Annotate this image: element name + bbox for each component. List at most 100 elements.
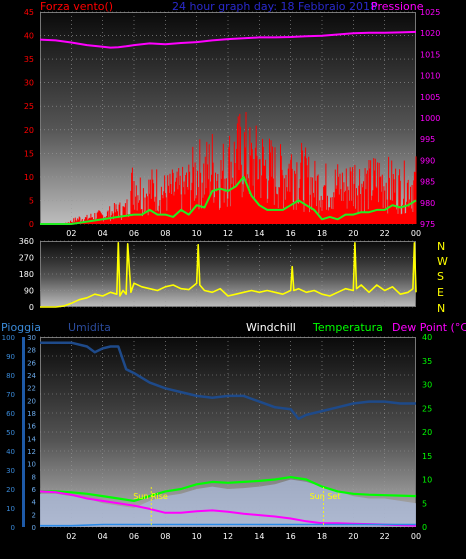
- wind-x-tick-label: 02: [66, 229, 76, 238]
- temperature-y-tick-label: 20: [422, 428, 432, 437]
- pressure-y-tick-label: 1000: [420, 114, 440, 123]
- temp-x-tick-label: 10: [192, 532, 202, 541]
- direction-y-tick-label: 360: [19, 237, 34, 246]
- wind-x-tick-label: 20: [348, 229, 358, 238]
- temperature-y-tick-label: 30: [422, 381, 432, 390]
- rain-line: [40, 523, 416, 527]
- wind-dir-label-n-bottom: N: [437, 302, 446, 315]
- rain-y-tick-label: 6: [32, 486, 37, 494]
- wind-x-tick-label: 10: [192, 229, 202, 238]
- pressure-y-tick-label: 1005: [420, 93, 440, 102]
- dewpoint-label: Dew Point (°C): [392, 321, 466, 334]
- rain-y-tick-label: 16: [27, 423, 36, 431]
- wind-y-tick-label: 10: [24, 173, 34, 182]
- humidity-y-tick-label: 80: [6, 372, 15, 380]
- wind-dir-label-e: E: [437, 286, 444, 299]
- wind-y-tick-label: 15: [24, 149, 34, 158]
- temp-x-tick-label: 12: [223, 532, 233, 541]
- direction-y-tick-label: 0: [29, 303, 34, 312]
- pressure-y-tick-label: 1015: [420, 50, 440, 59]
- wind-y-tick-label: 35: [24, 55, 34, 64]
- pressure-line: [39, 30, 417, 49]
- rain-y-tick-label: 10: [27, 461, 36, 469]
- humidity-y-tick-label: 30: [6, 467, 15, 475]
- wind-y-tick-label: 45: [24, 8, 34, 17]
- temp-x-tick-label: 16: [286, 532, 296, 541]
- wind-x-tick-label: 16: [286, 229, 296, 238]
- humidity-line: [40, 341, 416, 420]
- humidity-y-tick-label: 0: [11, 524, 15, 532]
- temp-x-tick-label: 06: [129, 532, 139, 541]
- wind-axis-label: Forza vento(): [40, 0, 114, 13]
- windchill-area: [40, 479, 416, 527]
- wind-x-tick-label: 08: [160, 229, 170, 238]
- humidity-y-tick-label: 40: [6, 448, 15, 456]
- rain-y-tick-label: 20: [27, 397, 36, 405]
- sunrise-label: Sun Rise: [133, 492, 168, 501]
- rain-y-tick-label: 18: [27, 410, 36, 418]
- temperature-y-tick-label: 40: [422, 333, 432, 342]
- temperature-y-tick-label: 0: [422, 523, 427, 532]
- rain-y-tick-label: 30: [27, 334, 36, 342]
- wind-x-tick-label: 18: [317, 229, 327, 238]
- wind-y-tick-label: 20: [24, 126, 34, 135]
- pressure-y-tick-label: 1010: [420, 72, 440, 81]
- wind-x-tick-label: 06: [129, 229, 139, 238]
- rain-y-tick-label: 4: [32, 499, 37, 507]
- humidity-y-tick-label: 100: [2, 334, 15, 342]
- temp-x-tick-label: 04: [98, 532, 108, 541]
- temp-x-tick-label: 08: [160, 532, 170, 541]
- wind-x-tick-label: 12: [223, 229, 233, 238]
- wind-y-tick-label: 5: [29, 196, 34, 205]
- rain-y-tick-label: 28: [27, 347, 36, 355]
- temperature-y-tick-label: 5: [422, 499, 427, 508]
- wind-x-tick-label: 04: [98, 229, 108, 238]
- rain-scale-bar: [22, 337, 25, 527]
- temp-x-tick-label: 00: [411, 532, 421, 541]
- rain-y-tick-label: 14: [27, 435, 36, 443]
- wind-average-line: [40, 175, 417, 225]
- wind-x-tick-label: 14: [254, 229, 264, 238]
- pressure-y-tick-label: 980: [420, 199, 435, 208]
- temperature-line: [40, 476, 417, 502]
- rain-axis-label: Pioggia: [1, 321, 41, 334]
- temperature-y-tick-label: 35: [422, 357, 432, 366]
- wind-x-tick-label: 00: [411, 229, 421, 238]
- temperature-label: Temperatura: [313, 321, 383, 334]
- direction-y-tick-label: 270: [19, 254, 34, 263]
- temp-x-tick-label: 22: [380, 532, 390, 541]
- wind-dir-label-s: S: [437, 270, 444, 283]
- sunset-label: Sun Set: [310, 492, 341, 501]
- rain-y-tick-label: 0: [32, 524, 36, 532]
- temperature-y-tick-label: 25: [422, 404, 432, 413]
- temp-x-tick-label: 20: [348, 532, 358, 541]
- wind-x-tick-label: 22: [380, 229, 390, 238]
- humidity-y-tick-label: 10: [6, 505, 15, 513]
- rain-y-tick-label: 26: [27, 359, 36, 367]
- temperature-y-tick-label: 15: [422, 452, 432, 461]
- wind-y-tick-label: 25: [24, 102, 34, 111]
- wind-dir-label-n-top: N: [437, 240, 446, 253]
- pressure-y-tick-label: 1020: [420, 29, 440, 38]
- pressure-y-tick-label: 1025: [420, 8, 440, 17]
- humidity-axis-label: Umidita: [68, 321, 111, 334]
- pressure-y-tick-label: 985: [420, 178, 435, 187]
- temp-x-tick-label: 14: [254, 532, 264, 541]
- pressure-y-tick-label: 995: [420, 135, 435, 144]
- temp-x-tick-label: 18: [317, 532, 327, 541]
- wind-dir-label-w: W: [437, 255, 448, 268]
- wind-y-tick-label: 0: [29, 220, 34, 229]
- rain-y-tick-label: 24: [27, 372, 36, 380]
- rain-y-tick-label: 2: [32, 511, 36, 519]
- rain-y-tick-label: 12: [27, 448, 36, 456]
- pressure-y-tick-label: 975: [420, 220, 435, 229]
- windchill-label: Windchill: [246, 321, 296, 334]
- chart-title: 24 hour graph day: 18 Febbraio 2018: [172, 0, 378, 13]
- direction-y-tick-label: 180: [19, 270, 34, 279]
- wind-y-tick-label: 40: [24, 32, 34, 41]
- humidity-y-tick-label: 60: [6, 410, 15, 418]
- direction-y-tick-label: 90: [24, 287, 34, 296]
- temperature-y-tick-label: 10: [422, 476, 432, 485]
